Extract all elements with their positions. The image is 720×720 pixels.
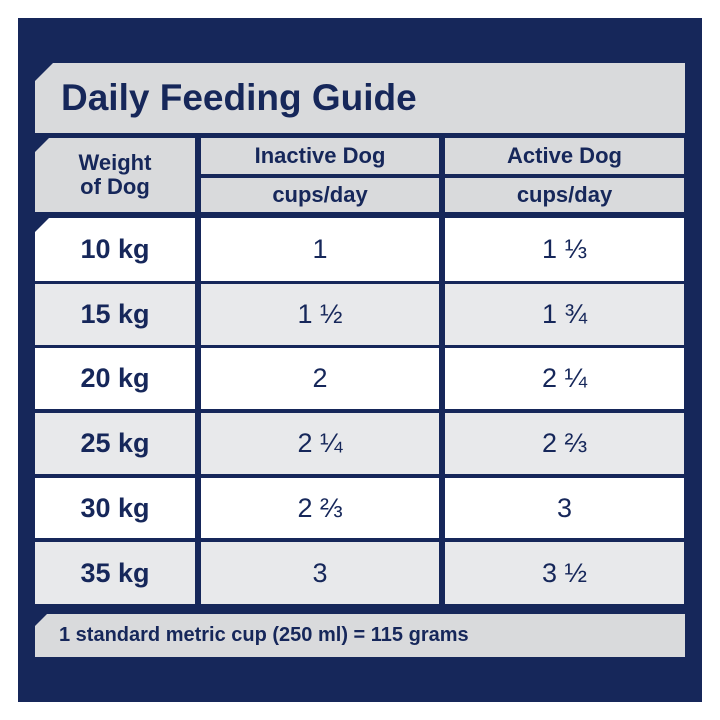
weight-header: Weight of Dog — [35, 138, 195, 212]
table-cell-inactive: 2 ¼ — [201, 413, 439, 474]
inactive-unit-header: cups/day — [201, 178, 439, 212]
table-cell-weight: 25 kg — [35, 413, 195, 474]
table-cell-active: 2 ¼ — [445, 348, 684, 409]
footer-note: 1 standard metric cup (250 ml) = 115 gra… — [35, 614, 685, 657]
table-cell-active: 2 ⅔ — [445, 413, 684, 474]
table-cell-weight: 10 kg — [35, 218, 195, 281]
page-title: Daily Feeding Guide — [35, 63, 685, 133]
table-cell-inactive: 2 ⅔ — [201, 478, 439, 538]
table-cell-inactive: 1 — [201, 218, 439, 281]
active-header: Active Dog — [445, 138, 684, 174]
table-cell-weight: 15 kg — [35, 284, 195, 345]
table-cell-inactive: 1 ½ — [201, 284, 439, 345]
table-cell-weight: 35 kg — [35, 542, 195, 604]
table-cell-active: 1 ⅓ — [445, 218, 684, 281]
table-cell-inactive: 2 — [201, 348, 439, 409]
table-cell-active: 3 — [445, 478, 684, 538]
table-cell-active: 3 ½ — [445, 542, 684, 604]
table-cell-weight: 30 kg — [35, 478, 195, 538]
table-cell-active: 1 ¾ — [445, 284, 684, 345]
weight-header-line2: of Dog — [80, 174, 150, 199]
inactive-header: Inactive Dog — [201, 138, 439, 174]
table-cell-inactive: 3 — [201, 542, 439, 604]
active-unit-header: cups/day — [445, 178, 684, 212]
weight-header-line1: Weight — [78, 150, 152, 175]
table-cell-weight: 20 kg — [35, 348, 195, 409]
